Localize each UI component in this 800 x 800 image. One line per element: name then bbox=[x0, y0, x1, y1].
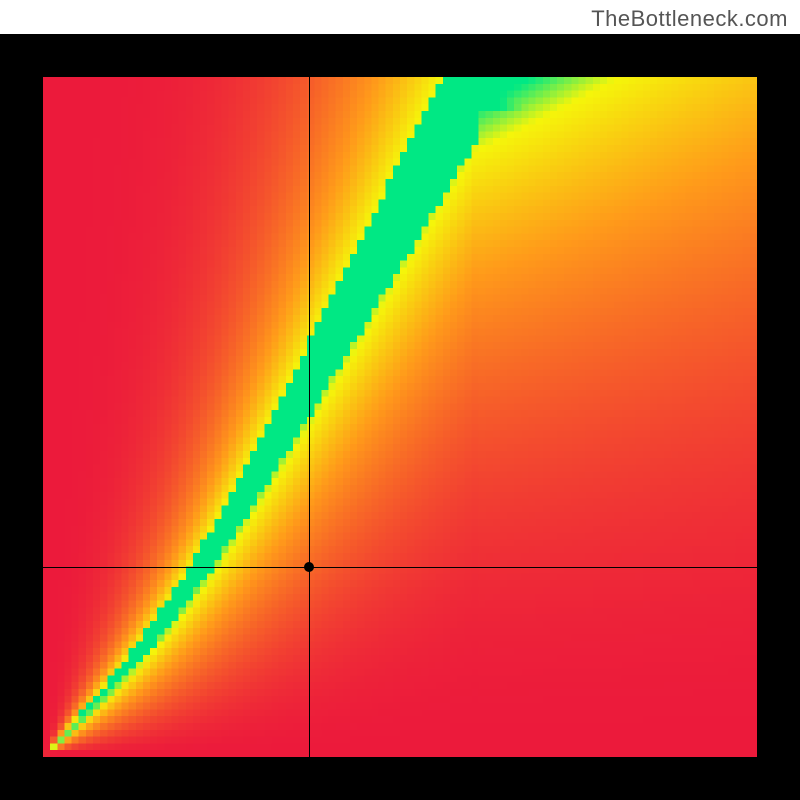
crosshair-marker bbox=[304, 562, 314, 572]
chart-container: TheBottleneck.com bbox=[0, 0, 800, 800]
plot-area bbox=[43, 77, 757, 757]
crosshair-horizontal bbox=[43, 567, 757, 568]
crosshair-vertical bbox=[309, 77, 310, 757]
plot-frame bbox=[0, 34, 800, 800]
watermark-text: TheBottleneck.com bbox=[591, 6, 788, 32]
heatmap-canvas bbox=[43, 77, 757, 757]
